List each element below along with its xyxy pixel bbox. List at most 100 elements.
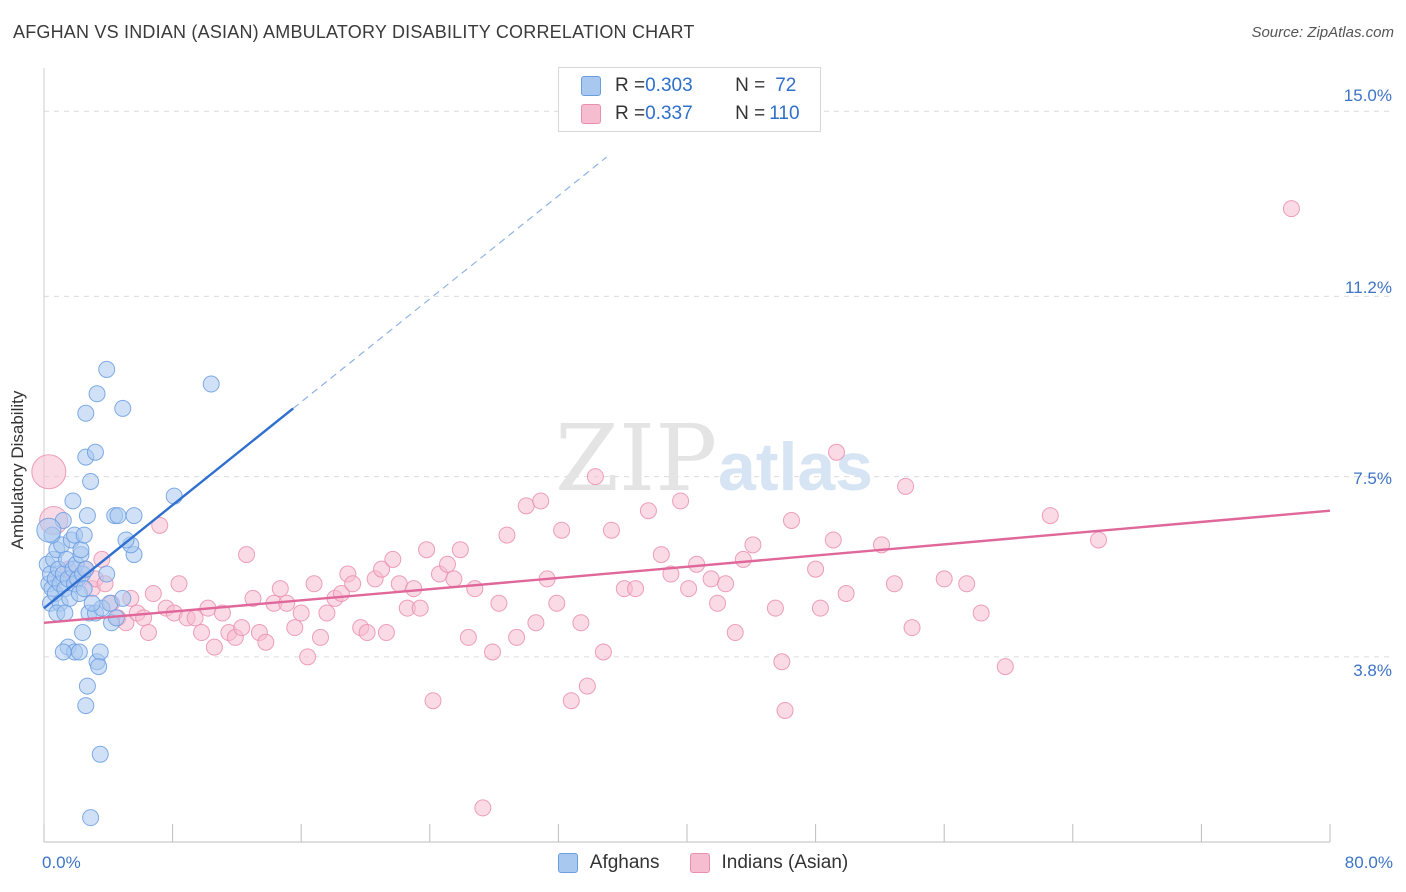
watermark: ZIP atlas bbox=[555, 405, 873, 512]
afghans-point bbox=[165, 487, 183, 505]
afghans-trend-extension bbox=[292, 156, 608, 409]
legend-label-afghans: Afghans bbox=[589, 852, 660, 873]
indians-point bbox=[292, 604, 310, 622]
indians-point bbox=[466, 580, 484, 598]
indians-point bbox=[652, 546, 670, 564]
indians-point bbox=[639, 502, 657, 520]
indians-point bbox=[672, 492, 690, 510]
afghans-point bbox=[75, 526, 93, 544]
indians-point bbox=[305, 575, 323, 593]
legend-item-indians: Indians (Asian) bbox=[689, 852, 848, 874]
indians-point bbox=[726, 624, 744, 642]
afghans-point bbox=[83, 594, 101, 612]
indians-point bbox=[139, 624, 157, 642]
indians-point bbox=[271, 580, 289, 598]
afghans-point bbox=[78, 677, 96, 695]
r-label: R = bbox=[615, 75, 646, 96]
indians-point bbox=[594, 643, 612, 661]
indians-point bbox=[532, 492, 550, 510]
indians-point bbox=[807, 560, 825, 578]
afghans-point bbox=[56, 604, 74, 622]
indians-point bbox=[562, 692, 580, 710]
indians-point bbox=[578, 677, 596, 695]
indians-point bbox=[384, 550, 402, 568]
afghans-point bbox=[114, 399, 132, 417]
indians-point bbox=[244, 589, 262, 607]
afghans-point bbox=[125, 507, 143, 525]
afghans-point bbox=[91, 745, 109, 763]
afghans-point bbox=[82, 809, 100, 827]
afghans-point bbox=[54, 643, 72, 661]
afghans-swatch bbox=[581, 76, 601, 96]
indians-point bbox=[702, 570, 720, 588]
afghans-point bbox=[75, 580, 93, 598]
indians-point bbox=[445, 570, 463, 588]
indians-point bbox=[885, 575, 903, 593]
y-tick-label: 11.2% bbox=[1345, 278, 1392, 297]
afghans-point bbox=[98, 565, 116, 583]
indians-point bbox=[602, 521, 620, 539]
afghans-point bbox=[114, 589, 132, 607]
afghans-point bbox=[72, 541, 90, 559]
indians-point bbox=[144, 585, 162, 603]
afghans-point bbox=[98, 360, 116, 378]
indians-point bbox=[344, 575, 362, 593]
indians-point bbox=[424, 692, 442, 710]
n-value: 110 bbox=[769, 103, 800, 124]
afghans-point bbox=[90, 658, 108, 676]
indians-point bbox=[438, 555, 456, 573]
indians-point bbox=[996, 658, 1014, 676]
afghans-points bbox=[36, 360, 220, 827]
indians-point bbox=[766, 599, 784, 617]
indians-point bbox=[776, 701, 794, 719]
n-label: N = bbox=[735, 103, 766, 124]
y-tick-label: 15.0% bbox=[1343, 86, 1392, 105]
indians-point bbox=[205, 638, 223, 656]
y-tick-label: 3.8% bbox=[1353, 661, 1392, 680]
afghans-point bbox=[91, 643, 109, 661]
indians-point bbox=[286, 619, 304, 637]
indians-point bbox=[474, 799, 492, 817]
indians-point bbox=[897, 477, 915, 495]
x-tick-label: 80.0% bbox=[1344, 853, 1393, 872]
indians-point bbox=[170, 575, 188, 593]
source-label: Source: ZipAtlas.com bbox=[1251, 24, 1394, 41]
afghans-point bbox=[88, 385, 106, 403]
indians-point bbox=[680, 580, 698, 598]
indians-point bbox=[31, 454, 67, 490]
indians-point bbox=[811, 599, 829, 617]
indians-point bbox=[299, 648, 317, 666]
afghans-point bbox=[86, 443, 104, 461]
indians-point bbox=[782, 511, 800, 529]
indians-point bbox=[572, 614, 590, 632]
afghans-point bbox=[74, 624, 92, 642]
indians-point bbox=[958, 575, 976, 593]
indians-point bbox=[508, 628, 526, 646]
gridlines bbox=[44, 110, 1394, 658]
indians-point bbox=[827, 443, 845, 461]
legend-row-afghans: R = 0.303 N = 72 bbox=[581, 73, 796, 99]
indians-point bbox=[553, 521, 571, 539]
indians-point bbox=[824, 531, 842, 549]
indians-point bbox=[837, 585, 855, 603]
indians-point bbox=[717, 575, 735, 593]
watermark-atlas: atlas bbox=[718, 429, 873, 505]
indians-point bbox=[1041, 507, 1059, 525]
indians-point bbox=[151, 516, 169, 534]
indians-point bbox=[483, 643, 501, 661]
indians-point bbox=[1090, 531, 1108, 549]
afghans-point bbox=[78, 507, 96, 525]
legend-row-indians: R = 0.337 N = 110 bbox=[581, 101, 800, 127]
n-value: 72 bbox=[775, 75, 797, 96]
indians-trend-line bbox=[43, 509, 1331, 624]
indians-point bbox=[527, 614, 545, 632]
x-tick-label: 0.0% bbox=[42, 853, 81, 872]
indians-point bbox=[193, 624, 211, 642]
afghans-point bbox=[202, 375, 220, 393]
chart-title: AFGHAN VS INDIAN (ASIAN) AMBULATORY DISA… bbox=[13, 22, 695, 42]
indians-point bbox=[490, 594, 508, 612]
indians-point bbox=[418, 541, 436, 559]
indians-point bbox=[734, 550, 752, 568]
afghans-point bbox=[70, 643, 88, 661]
